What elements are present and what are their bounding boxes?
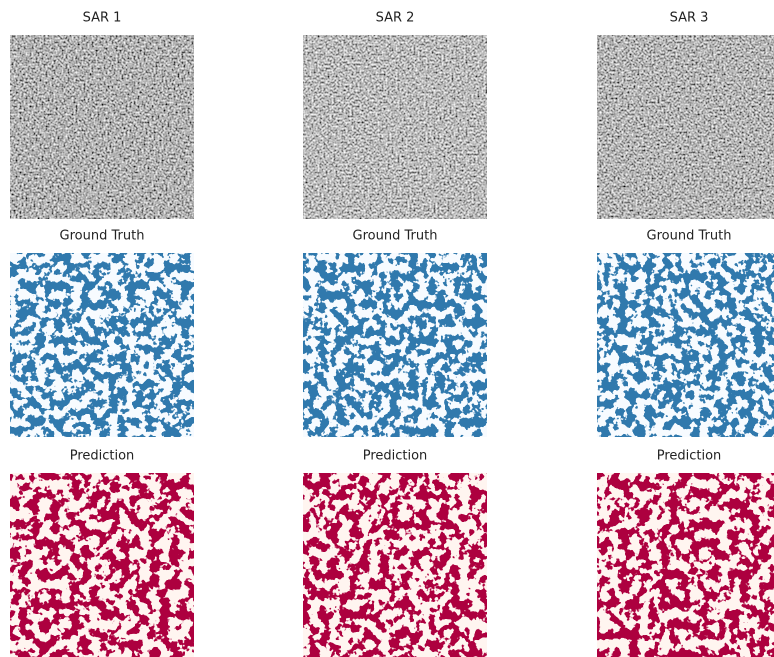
panel-title: Ground Truth [353,229,438,244]
image-blue [10,253,194,437]
image-red [303,473,487,657]
panel-title: Prediction [70,449,135,464]
figure: SAR 1 SAR 2 SAR 3 Ground Truth Ground Truth G… [0,0,774,657]
page: SAR 1 SAR 2 SAR 3 Ground Truth Ground Truth G… [0,0,774,657]
panel-title: Prediction [363,449,428,464]
image-blue [597,253,774,437]
panel-title: SAR 3 [670,11,709,26]
image-gray [597,35,774,219]
panel-title: Ground Truth [60,229,145,244]
image-gray [10,35,194,219]
panel-title: Ground Truth [647,229,732,244]
image-red [10,473,194,657]
panel-title: SAR 2 [376,11,415,26]
image-blue [303,253,487,437]
panel-title: Prediction [657,449,722,464]
panel-title: SAR 1 [83,11,122,26]
image-gray [303,35,487,219]
image-red [597,473,774,657]
